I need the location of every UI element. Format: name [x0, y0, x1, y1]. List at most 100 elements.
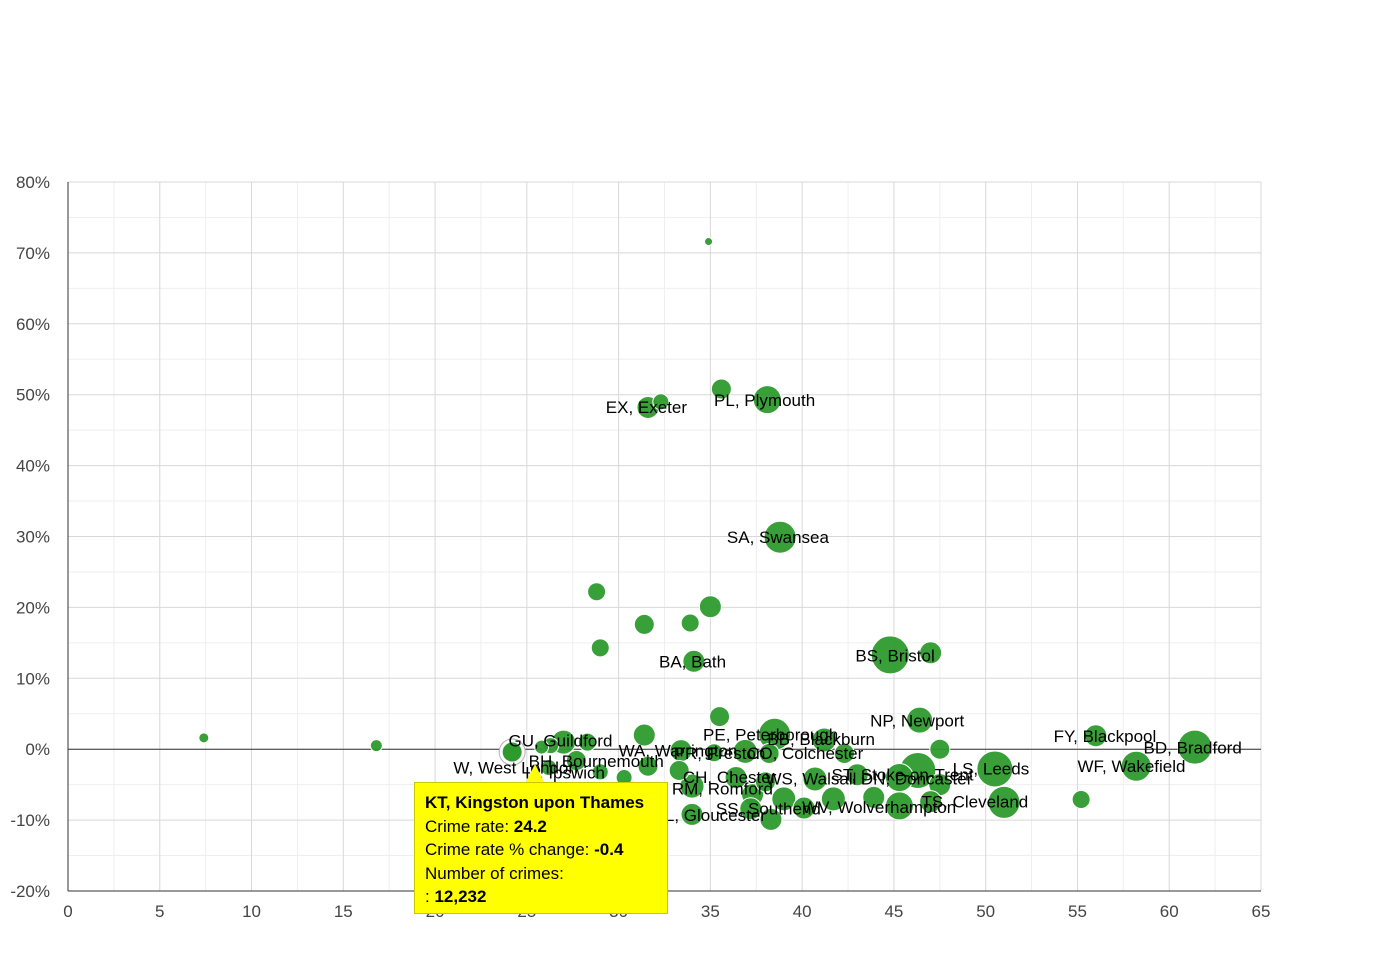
- x-tick-label: 50: [976, 902, 995, 921]
- tooltip-crimes-prefix: :: [425, 887, 435, 906]
- bubble-label: BB, Blackburn: [767, 730, 875, 749]
- bubble-label: DN, Doncaster: [861, 770, 973, 789]
- tooltip: KT, Kingston upon Thames Crime rate: 24.…: [414, 782, 668, 914]
- tooltip-crimes-row: : 12,232: [425, 885, 657, 909]
- bubble: [929, 738, 951, 760]
- highlight-bubble: [501, 741, 523, 763]
- bubble: [754, 771, 776, 793]
- bubble: [632, 723, 656, 747]
- bubble: [680, 613, 700, 633]
- bubble: [682, 649, 706, 673]
- bubble: [704, 237, 714, 247]
- bubble: [752, 385, 782, 415]
- bubble-label: LS, Leeds: [953, 760, 1030, 779]
- bubble-label: CH, Chester: [683, 768, 777, 787]
- bubble: [637, 755, 659, 777]
- y-tick-label: 70%: [16, 244, 50, 263]
- y-tick-label: 50%: [16, 386, 50, 405]
- bubble-label: PE, Peterborough: [703, 726, 838, 745]
- bubble: [792, 796, 816, 820]
- tooltip-change-label: Crime rate % change:: [425, 840, 595, 859]
- bubble-label: WA, Warrington: [619, 741, 738, 760]
- bubble: [771, 786, 797, 812]
- x-tick-label: 40: [793, 902, 812, 921]
- y-tick-label: 80%: [16, 173, 50, 192]
- bubble: [710, 378, 732, 400]
- bubble-label: IP, Ipswich: [525, 763, 605, 782]
- bubble: [1071, 790, 1091, 810]
- bubble-label: GU, Guildford: [508, 731, 612, 750]
- y-tick-label: -20%: [10, 882, 50, 901]
- bubble: [565, 750, 587, 772]
- bubble-label: WV, Wolverhampton: [802, 798, 956, 817]
- bubble: [369, 739, 383, 753]
- bubble-labels: EX, Exeter PL, Plymouth SA, Swansea BA, Bat…: [453, 391, 1241, 825]
- tooltip-change-row: Crime rate % change: -0.4: [425, 838, 657, 862]
- bubble: [679, 773, 705, 799]
- bubble: [724, 766, 748, 790]
- tooltip-rate-label: Crime rate:: [425, 816, 514, 836]
- x-tick-label: 65: [1252, 902, 1271, 921]
- y-tick-label: 30%: [16, 528, 50, 547]
- bubble: [698, 595, 722, 619]
- bubble: [1084, 724, 1108, 748]
- bubble: [633, 613, 655, 635]
- bubble-label: WS, Walsall: [765, 770, 856, 789]
- bubble: [1177, 729, 1213, 765]
- bubble: [884, 791, 914, 821]
- bubble: [758, 742, 780, 764]
- bubble: [802, 766, 828, 792]
- x-tick-label: 60: [1160, 902, 1179, 921]
- x-tick-label: 35: [701, 902, 720, 921]
- bubble-label: CO, Colchester: [747, 744, 864, 763]
- bubble: [833, 742, 855, 764]
- x-tick-label: 45: [884, 902, 903, 921]
- bubble: [652, 393, 670, 411]
- bubble-label: RM, Romford: [672, 780, 773, 799]
- y-tick-label: 20%: [16, 598, 50, 617]
- bubble: [534, 739, 550, 755]
- bubble-label: PR, Preston: [674, 744, 766, 763]
- bubble: [739, 797, 763, 821]
- x-tick-label: 5: [155, 902, 164, 921]
- y-tick-label: 10%: [16, 669, 50, 688]
- bubble-label: EX, Exeter: [606, 398, 688, 417]
- bubble-label: NP, Newport: [870, 712, 964, 731]
- bubble-label: BS, Bristol: [855, 646, 934, 665]
- tooltip-rate-value: 24.2: [513, 816, 547, 836]
- bubble: [870, 635, 910, 675]
- bubble-label: BA, Bath: [659, 653, 726, 672]
- bubble: [1120, 750, 1152, 782]
- tick-labels: 0510152025303540455055606580%70%60%50%40…: [10, 173, 1270, 921]
- bubble-label: WF, Wakefield: [1077, 757, 1185, 776]
- tooltip-crimes-value: 12,232: [434, 887, 487, 906]
- bubble: [820, 786, 846, 812]
- bubble: [704, 743, 724, 763]
- bubble: [591, 763, 609, 781]
- bubble: [919, 641, 943, 665]
- bubble-label: PL, Plymouth: [714, 391, 815, 410]
- x-tick-label: 15: [334, 902, 353, 921]
- y-tick-label: -10%: [10, 811, 50, 830]
- bubble-label: GL, Gloucester: [652, 806, 767, 825]
- bubble: [862, 785, 886, 809]
- bubble: [976, 750, 1014, 788]
- x-tick-label: 10: [242, 902, 261, 921]
- tooltip-pointer: [526, 764, 544, 782]
- tooltip-change-value: -0.4: [594, 840, 624, 859]
- bubble-label: BH, Bournemouth: [529, 752, 664, 771]
- bubble: [668, 759, 690, 781]
- bubble: [906, 706, 934, 734]
- bubble: [763, 520, 797, 554]
- bubble: [732, 738, 758, 764]
- x-tick-label: 55: [1068, 902, 1087, 921]
- bubble: [759, 807, 783, 831]
- bubble-label: SS, Southend: [716, 799, 821, 818]
- bubble: [198, 732, 210, 744]
- bubble-label: ST, Stoke-on-Trent: [832, 765, 974, 784]
- x-tick-label: 0: [63, 902, 72, 921]
- bubble: [709, 706, 731, 728]
- bubble: [577, 732, 597, 752]
- bubble: [590, 638, 610, 658]
